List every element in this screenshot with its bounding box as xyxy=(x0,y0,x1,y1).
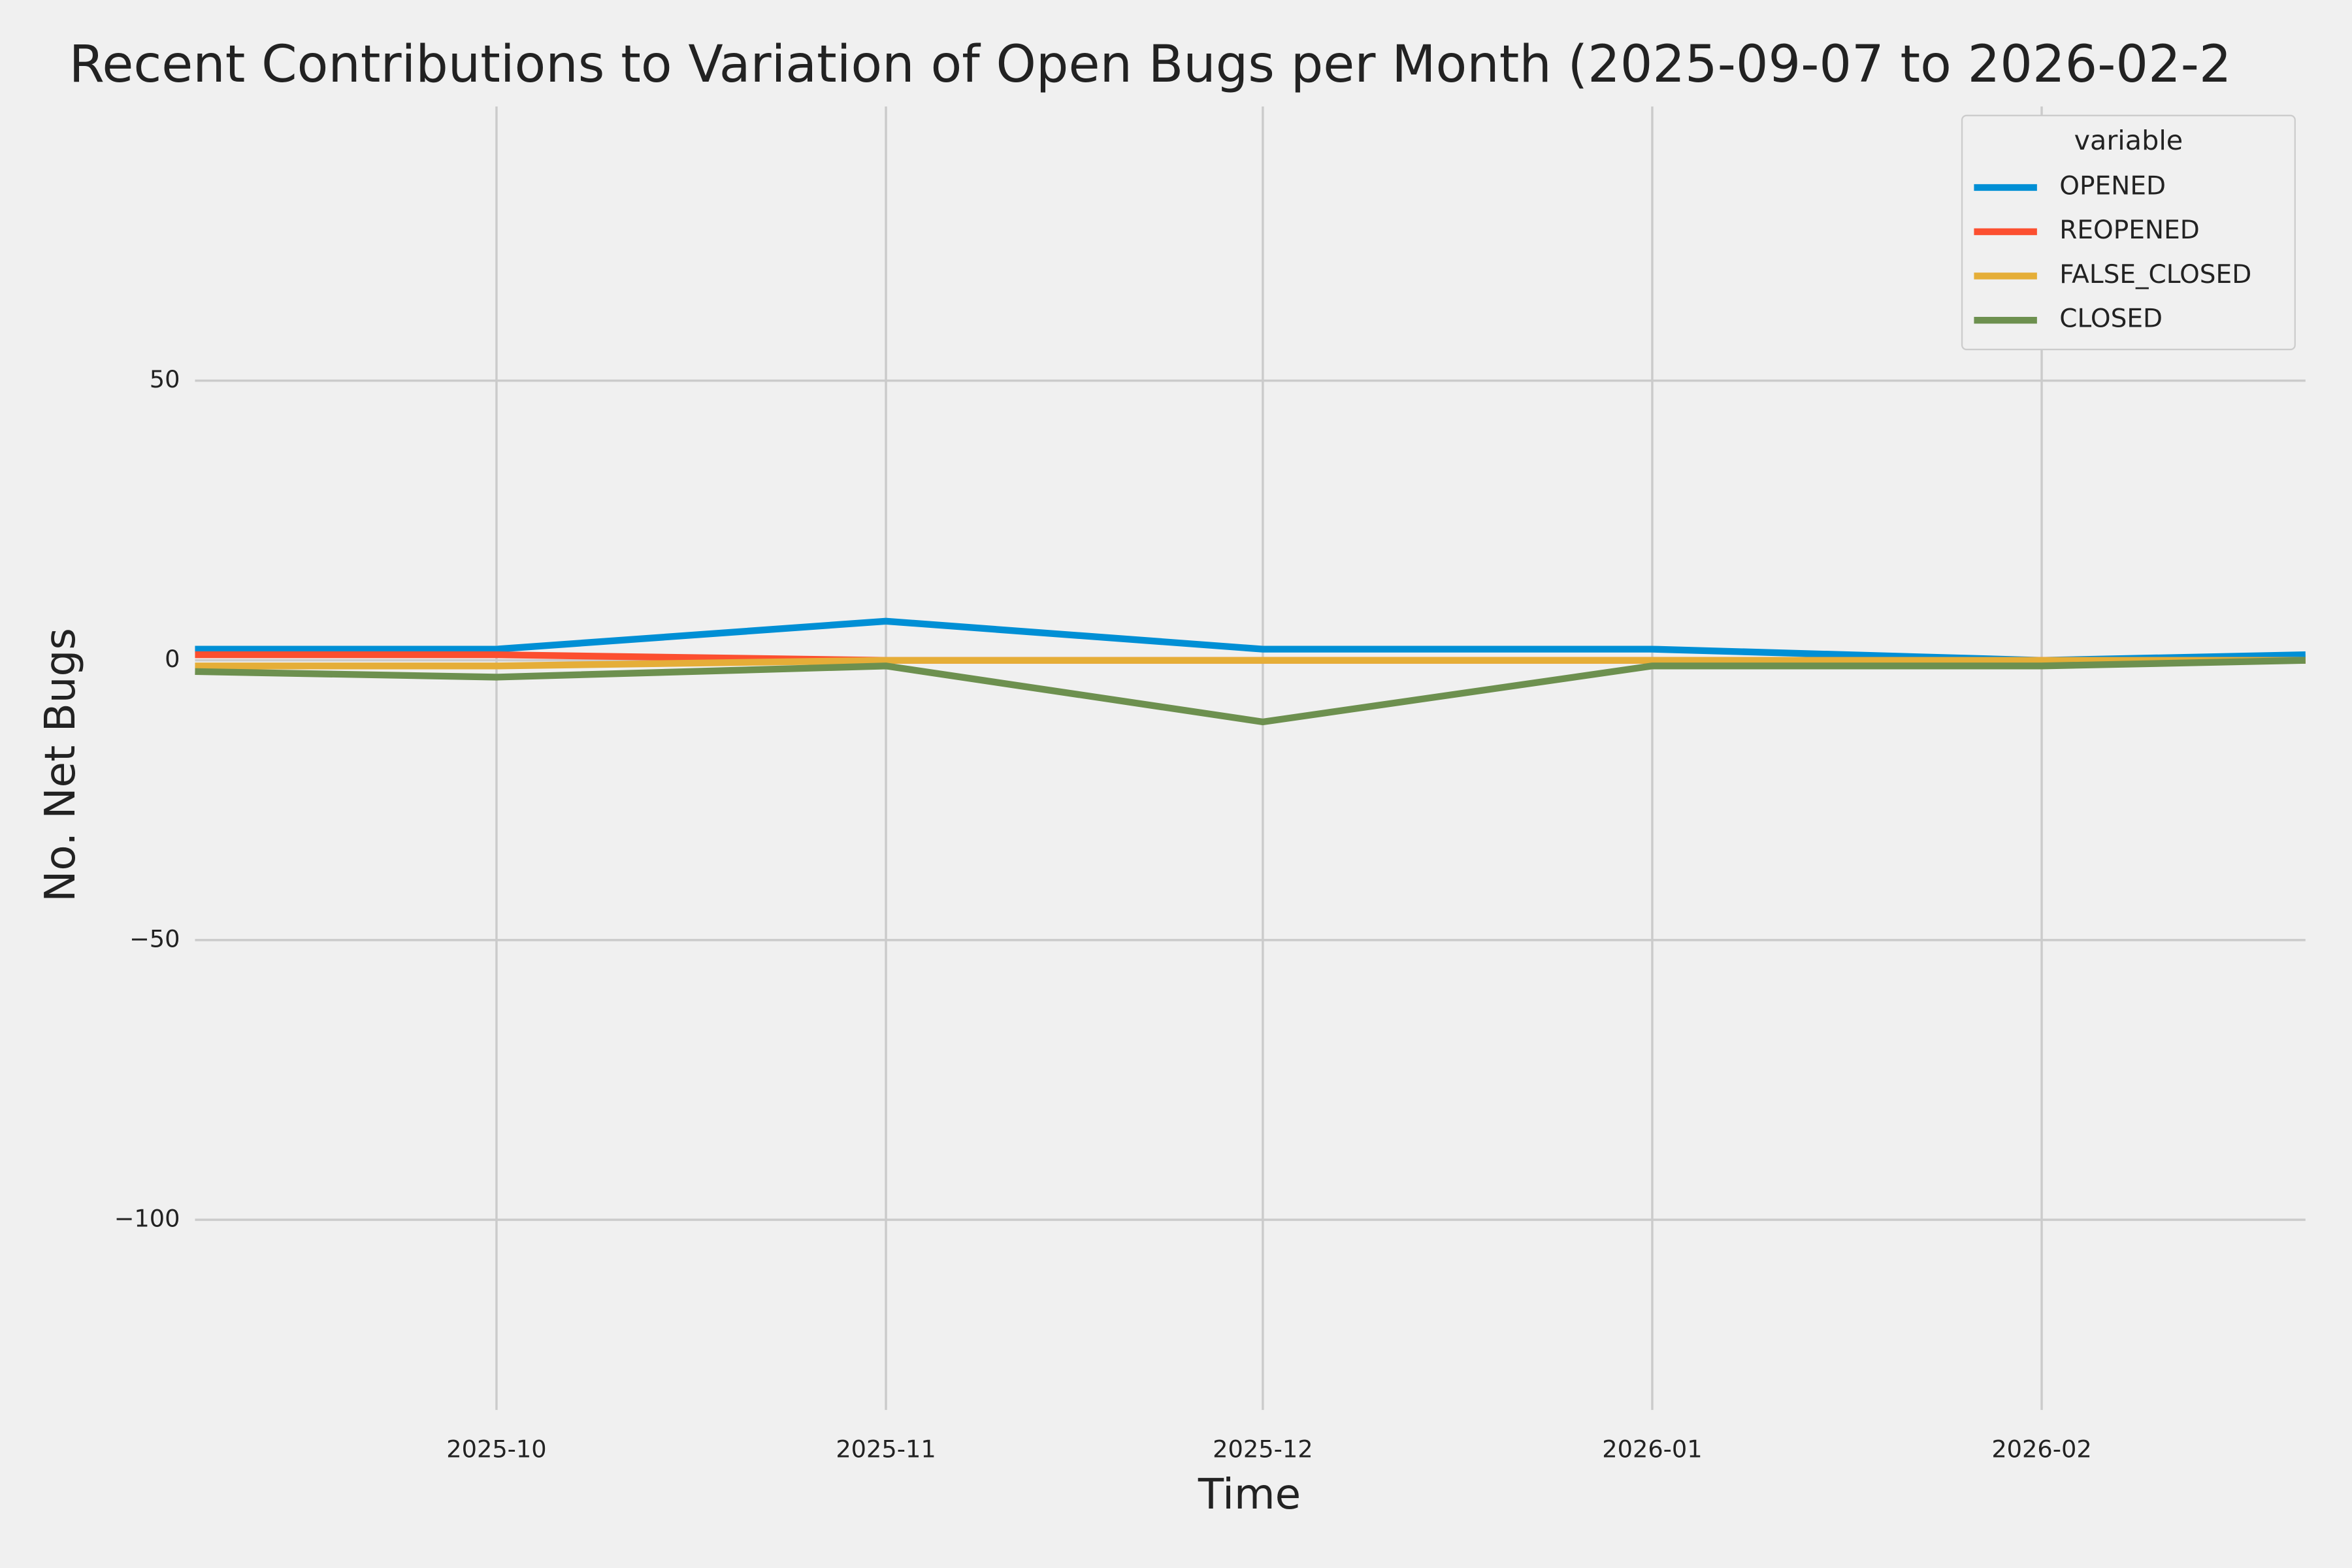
legend: variable OPENED REOPENED FALSE_CLOSED CLOSED xyxy=(1961,114,2296,351)
legend-label: REOPENED xyxy=(2059,216,2200,245)
y-tick-label: −100 xyxy=(114,1205,180,1233)
x-tick-label: 2025-12 xyxy=(1213,1435,1313,1463)
series-line xyxy=(195,657,2306,726)
x-tick-label: 2025-10 xyxy=(446,1435,546,1463)
y-tick-label: 0 xyxy=(165,645,180,673)
legend-label: OPENED xyxy=(2059,171,2166,201)
legend-label: CLOSED xyxy=(2059,304,2163,334)
y-tick-label: 50 xyxy=(150,365,180,393)
legend-label: FALSE_CLOSED xyxy=(2059,260,2251,289)
series-line xyxy=(195,657,2306,670)
x-tick-label: 2026-01 xyxy=(1602,1435,1702,1463)
x-tick-label: 2026-02 xyxy=(1991,1435,2091,1463)
y-axis-label: No. Net Bugs xyxy=(36,628,85,902)
y-tick-label: −50 xyxy=(129,924,180,953)
legend-title: variable xyxy=(2074,125,2183,156)
legend-box xyxy=(1961,114,2296,351)
x-tick-label: 2025-11 xyxy=(836,1435,936,1463)
chart-title: Recent Contributions to Variation of Ope… xyxy=(69,35,2232,94)
x-axis-label: Time xyxy=(1198,1470,1301,1519)
